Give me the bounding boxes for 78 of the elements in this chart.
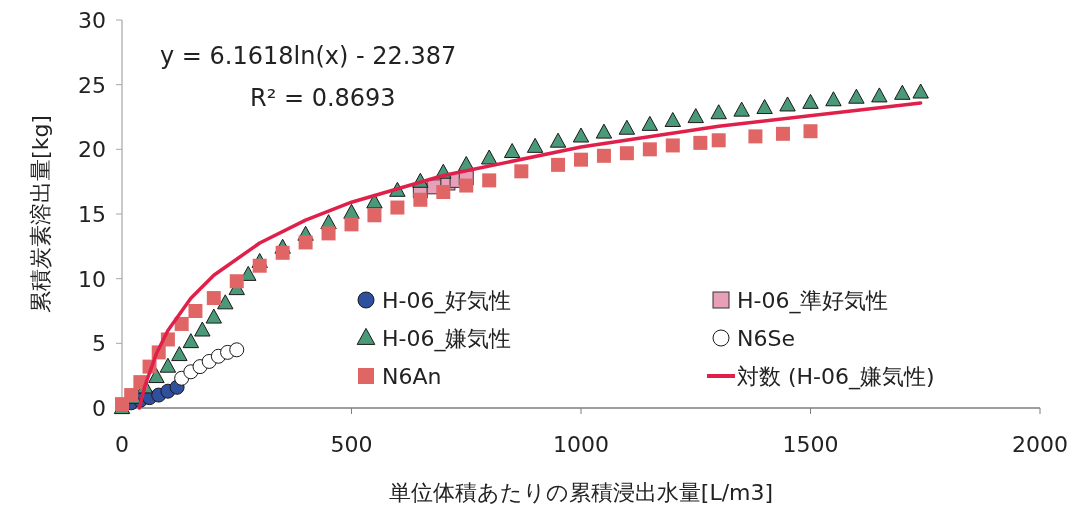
point	[711, 133, 726, 148]
point	[665, 138, 680, 153]
point	[642, 142, 657, 157]
point	[514, 164, 529, 179]
point	[205, 308, 222, 324]
point	[710, 104, 727, 120]
point	[459, 178, 474, 193]
annotation: y = 6.1618ln(x) - 22.387	[160, 42, 457, 70]
y-tick-label: 5	[92, 331, 106, 357]
point	[182, 333, 200, 349]
point	[321, 226, 336, 241]
point	[619, 146, 634, 161]
point	[756, 99, 773, 115]
y-tick-label: 25	[78, 72, 106, 98]
x-tick-label: 1500	[782, 432, 839, 457]
point	[252, 258, 267, 273]
point	[618, 119, 636, 135]
point	[366, 193, 383, 209]
point	[802, 93, 819, 109]
x-tick-label: 2000	[1012, 432, 1068, 457]
point	[390, 200, 405, 215]
legend-label: H-06_好気性	[382, 288, 512, 314]
x-axis-title: 単位体積あたりの累積浸出水量[L/m3]	[388, 480, 774, 505]
point	[595, 123, 613, 139]
legend-label: H-06_嫌気性	[382, 326, 512, 352]
point	[482, 173, 497, 188]
point	[174, 316, 189, 331]
x-tick-label: 1000	[553, 432, 609, 457]
point	[171, 346, 188, 362]
point	[481, 149, 498, 165]
annotation: R² = 0.8693	[250, 84, 396, 112]
legend-label: N6Se	[737, 326, 795, 351]
point	[775, 126, 790, 141]
point	[549, 132, 567, 148]
point	[436, 185, 451, 200]
point	[693, 135, 708, 150]
point	[641, 115, 659, 131]
point	[779, 96, 796, 112]
point	[526, 137, 544, 153]
point	[159, 357, 177, 373]
point	[596, 148, 611, 163]
point	[217, 294, 234, 310]
point	[748, 129, 763, 144]
point	[803, 124, 818, 139]
x-tick-label: 500	[330, 432, 373, 457]
legend-label: N6An	[382, 364, 442, 389]
point	[894, 84, 911, 100]
point	[194, 321, 211, 337]
y-tick-label: 0	[92, 396, 106, 421]
y-tick-label: 15	[78, 202, 106, 227]
y-tick-label: 20	[78, 137, 106, 163]
y-tick-label: 30	[78, 8, 106, 33]
point	[188, 304, 203, 318]
point	[367, 208, 382, 223]
legend-label: H-06_準好気性	[737, 288, 889, 314]
point	[206, 291, 221, 306]
point	[148, 368, 165, 384]
point	[229, 274, 244, 289]
point	[344, 217, 359, 232]
point	[733, 101, 750, 117]
point	[687, 108, 704, 124]
y-axis-title: 累積炭素溶出量[kg]	[28, 115, 53, 313]
legend-label: 対数 (H-06_嫌気性)	[737, 364, 935, 390]
point	[551, 157, 566, 172]
point	[871, 87, 888, 103]
point	[825, 91, 842, 107]
y-tick-label: 10	[78, 266, 106, 292]
point	[275, 245, 290, 260]
point	[413, 192, 428, 207]
x-tick-label: 0	[115, 432, 129, 457]
point	[574, 152, 588, 167]
point	[298, 235, 313, 250]
point	[664, 111, 681, 127]
point	[503, 143, 521, 159]
point	[848, 88, 865, 104]
point	[229, 342, 245, 358]
point	[572, 127, 590, 143]
point	[912, 83, 929, 99]
